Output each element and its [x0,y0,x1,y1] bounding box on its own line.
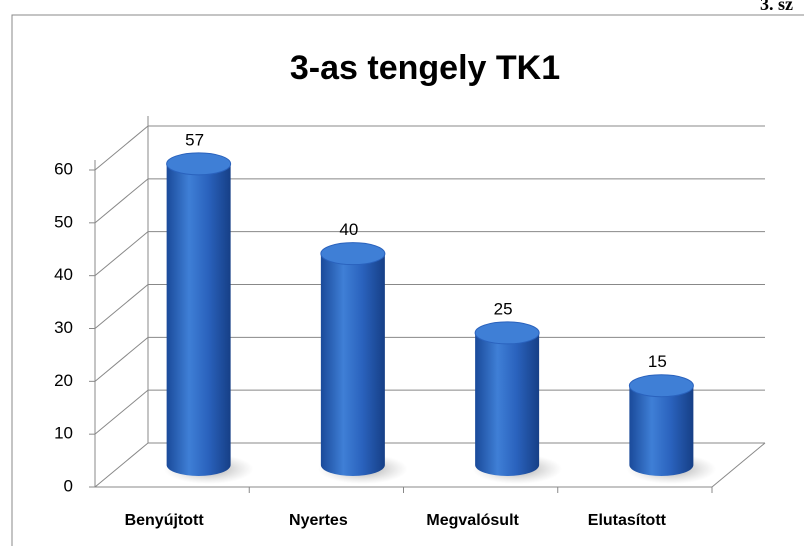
y-tick-label: 50 [54,212,73,231]
grid-line [94,125,149,171]
data-label: 25 [494,299,513,318]
axis-line [711,442,766,488]
x-tick-label: Elutasított [588,512,667,529]
grid-line [94,442,149,488]
bar [166,163,231,476]
y-tick-label: 10 [54,424,73,443]
bar [320,253,385,476]
grid-line [94,389,149,435]
chart-title: 3-as tengely TK1 [290,49,560,87]
data-label: 57 [185,130,204,149]
bar [475,332,540,476]
bar-top [474,321,540,345]
y-tick-label: 0 [64,476,73,495]
y-tick-label: 60 [54,159,73,178]
bar-top [166,152,232,176]
y-tick-label: 20 [54,371,73,390]
y-tick-label: 30 [54,318,73,337]
data-label: 40 [339,220,358,239]
y-tick-label: 40 [54,265,73,284]
x-tick-label: Nyertes [289,512,348,529]
grid-line [94,178,149,224]
grid-line [94,284,149,329]
grid-line [94,231,149,277]
bar-top [320,242,386,266]
x-tick-label: Megvalósult [426,512,519,529]
bar [629,385,694,476]
grid-line [94,336,149,382]
page-header: 3. sz [760,0,793,14]
bar-top [628,374,694,398]
data-label: 15 [648,352,667,371]
x-tick-label: Benyújtott [125,512,205,529]
